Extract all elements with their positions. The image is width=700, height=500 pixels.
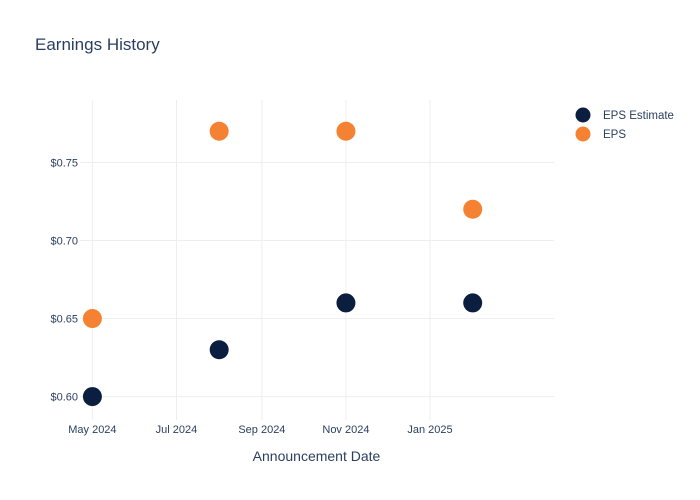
eps-estimate-point [209,340,229,360]
eps-estimate-point [82,387,102,407]
eps-point [82,309,102,329]
gridlines [80,100,554,420]
y-tick-label: $0.75 [50,157,78,169]
eps-legend-marker [575,126,591,142]
data-points [82,121,483,407]
eps-estimate-point [463,293,483,313]
x-axis-ticks: May 2024 Jul 2024 Sep 2024 Nov 2024 Jan 2025 [68,424,452,436]
x-tick-label: Jan 2025 [407,424,452,436]
x-tick-label: Jul 2024 [156,424,198,436]
y-tick-label: $0.70 [50,235,78,247]
eps-point [336,121,356,141]
x-tick-label: Sep 2024 [238,424,285,436]
x-tick-label: Nov 2024 [322,424,369,436]
eps-estimate-legend-label: EPS Estimate [603,110,674,122]
legend: EPS Estimate EPS [575,107,674,142]
x-tick-label: May 2024 [68,424,116,436]
y-tick-label: $0.60 [50,392,78,404]
eps-point [209,121,229,141]
chart-title: Earnings History [35,35,160,54]
y-tick-label: $0.65 [50,314,78,326]
eps-point [463,199,483,219]
eps-estimate-legend-marker [575,107,591,123]
y-axis-ticks: $0.60 $0.65 $0.70 $0.75 [50,157,78,403]
eps-estimate-point [336,293,356,313]
x-axis-title: Announcement Date [253,448,381,464]
eps-legend-label: EPS [603,129,626,141]
